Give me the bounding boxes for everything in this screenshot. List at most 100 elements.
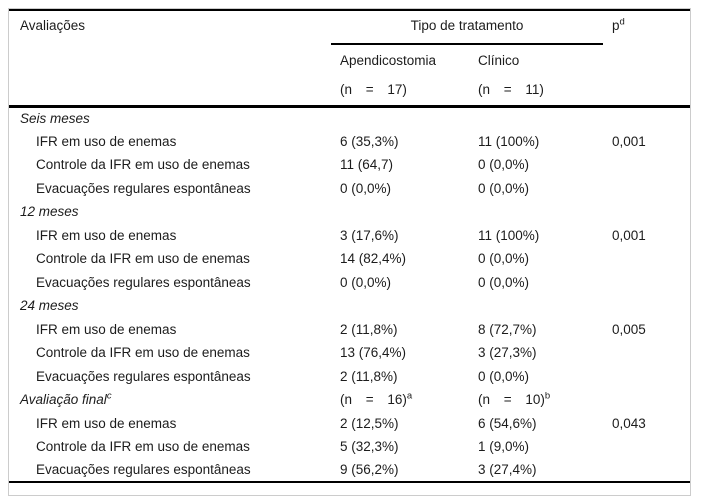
data-row: Evacuações regulares espontâneas 0 (0,0%)… <box>9 271 690 295</box>
data-row: Controle da IFR em uso de enemas 11 (64,7… <box>9 153 690 177</box>
p-value <box>603 247 690 271</box>
row-label: 12 meses <box>9 200 331 224</box>
header-sample-size-row: (n = 17) (n = 11) <box>9 75 690 108</box>
clinico-value-text: 0 (0,0%) <box>478 274 530 290</box>
row-label: IFR em uso de enemas <box>9 412 331 436</box>
p-value <box>603 294 690 318</box>
row-label: Controle da IFR em uso de enemas <box>9 435 331 459</box>
row-label-text: IFR em uso de enemas <box>36 227 177 243</box>
sample-size-apendicostomia: (n = 17) <box>331 75 469 108</box>
clinico-value-text: 3 (27,4%) <box>478 462 537 478</box>
row-label-text: Controle da IFR em uso de enemas <box>36 345 250 361</box>
row-label-text: 12 meses <box>20 204 79 220</box>
row-label: Evacuações regulares espontâneas <box>9 271 331 295</box>
p-value <box>603 341 690 365</box>
clinico-value: 0 (0,0%) <box>469 247 603 271</box>
p-value: 0,005 <box>603 318 690 342</box>
treatment-outcomes-table: Avaliações Tipo de tratamento pd Apendic… <box>9 9 690 483</box>
clinico-value <box>469 200 603 224</box>
apendicostomia-value <box>331 294 469 318</box>
clinico-value-footnote-marker: b <box>544 390 551 402</box>
clinico-value-text: 0 (0,0%) <box>478 251 530 267</box>
table-body: Seis meses IFR em uso de enemas 6 (35,3%) 1… <box>9 106 690 482</box>
apendicostomia-value <box>331 106 469 130</box>
apendicostomia-value: 2 (11,8%) <box>331 365 469 389</box>
row-label-text: Evacuações regulares espontâneas <box>36 462 251 478</box>
data-row: Controle da IFR em uso de enemas 5 (32,3%… <box>9 435 690 459</box>
data-row: Controle da IFR em uso de enemas 14 (82,4… <box>9 247 690 271</box>
clinico-value: 8 (72,7%) <box>469 318 603 342</box>
column-header-apendicostomia: Apendicostomia <box>340 52 437 68</box>
apendicostomia-value: 6 (35,3%) <box>331 130 469 154</box>
clinico-value: 0 (0,0%) <box>469 153 603 177</box>
data-row: Controle da IFR em uso de enemas 13 (76,4… <box>9 341 690 365</box>
apendicostomia-value-text: 2 (11,8%) <box>340 321 398 337</box>
apendicostomia-value-text: 0 (0,0%) <box>340 274 392 290</box>
section-row: Seis meses <box>9 106 690 130</box>
section-row: Avaliação finalc (n = 16)a (n = 10)b <box>9 388 690 412</box>
row-label: Evacuações regulares espontâneas <box>9 177 331 201</box>
apendicostomia-value: 3 (17,6%) <box>331 224 469 248</box>
apendicostomia-value: 0 (0,0%) <box>331 177 469 201</box>
p-value <box>603 106 690 130</box>
data-row: Evacuações regulares espontâneas 2 (11,8%… <box>9 365 690 389</box>
apendicostomia-value: 13 (76,4%) <box>331 341 469 365</box>
row-label-text: IFR em uso de enemas <box>36 321 177 337</box>
p-value <box>603 271 690 295</box>
row-label-text: Evacuações regulares espontâneas <box>36 180 251 196</box>
p-value <box>603 177 690 201</box>
p-value <box>603 200 690 224</box>
p-value-text: 0,005 <box>612 321 646 337</box>
clinico-value-text: 11 (100%) <box>478 227 540 243</box>
table-header: Avaliações Tipo de tratamento pd Apendic… <box>9 10 690 108</box>
column-header-tipo-de-tratamento: Tipo de tratamento <box>331 10 603 45</box>
apendicostomia-value: 0 (0,0%) <box>331 271 469 295</box>
row-label-text: Avaliação final <box>20 392 107 408</box>
p-value <box>603 435 690 459</box>
row-label: Evacuações regulares espontâneas <box>9 365 331 389</box>
data-row: IFR em uso de enemas 3 (17,6%) 11 (100%) 0,… <box>9 224 690 248</box>
apendicostomia-value-text: 2 (12,5%) <box>340 415 399 431</box>
clinico-value-text: (n = 10) <box>478 392 545 408</box>
sample-size-label: (n = 17) <box>340 82 407 98</box>
row-label: 24 meses <box>9 294 331 318</box>
apendicostomia-value: 2 (11,8%) <box>331 318 469 342</box>
apendicostomia-value-text: 14 (82,4%) <box>340 251 407 267</box>
clinico-value <box>469 106 603 130</box>
row-label: Controle da IFR em uso de enemas <box>9 247 331 271</box>
p-value-text: 0,043 <box>612 415 646 431</box>
apendicostomia-value <box>331 200 469 224</box>
row-label-text: IFR em uso de enemas <box>36 415 177 431</box>
column-header-clinico: Clínico <box>478 52 520 68</box>
clinico-value-text: 3 (27,3%) <box>478 345 537 361</box>
p-value <box>603 365 690 389</box>
row-label-text: Evacuações regulares espontâneas <box>36 368 251 384</box>
clinico-value-text: 11 (100%) <box>478 133 540 149</box>
row-label-text: Seis meses <box>20 111 90 126</box>
row-label: Controle da IFR em uso de enemas <box>9 341 331 365</box>
clinico-value: 0 (0,0%) <box>469 365 603 389</box>
clinico-value-text: 6 (54,6%) <box>478 415 537 431</box>
section-row: 12 meses <box>9 200 690 224</box>
sample-size-clinico: (n = 11) <box>469 75 603 108</box>
header-treatment-names-row: Apendicostomia Clínico <box>9 44 690 75</box>
clinico-value: (n = 10)b <box>469 388 603 412</box>
header-group-row: Avaliações Tipo de tratamento pd <box>9 10 690 108</box>
data-row: Evacuações regulares espontâneas 9 (56,2%… <box>9 459 690 483</box>
apendicostomia-value-text: 3 (17,6%) <box>340 227 399 243</box>
clinico-value: 11 (100%) <box>469 130 603 154</box>
row-label-text: Controle da IFR em uso de enemas <box>36 251 250 267</box>
clinico-value: 6 (54,6%) <box>469 412 603 436</box>
clinico-value: 11 (100%) <box>469 224 603 248</box>
data-row: IFR em uso de enemas 2 (11,8%) 8 (72,7%) 0,… <box>9 318 690 342</box>
data-row: IFR em uso de enemas 2 (12,5%) 6 (54,6%) 0,… <box>9 412 690 436</box>
clinico-value-text: 0 (0,0%) <box>478 368 530 384</box>
apendicostomia-value: 5 (32,3%) <box>331 435 469 459</box>
clinico-value: 0 (0,0%) <box>469 177 603 201</box>
column-header-p: pd <box>603 10 690 108</box>
apendicostomia-value-text: 13 (76,4%) <box>340 345 407 361</box>
p-value: 0,001 <box>603 130 690 154</box>
row-label-text: IFR em uso de enemas <box>36 133 177 149</box>
p-value <box>603 153 690 177</box>
row-label: Evacuações regulares espontâneas <box>9 459 331 483</box>
